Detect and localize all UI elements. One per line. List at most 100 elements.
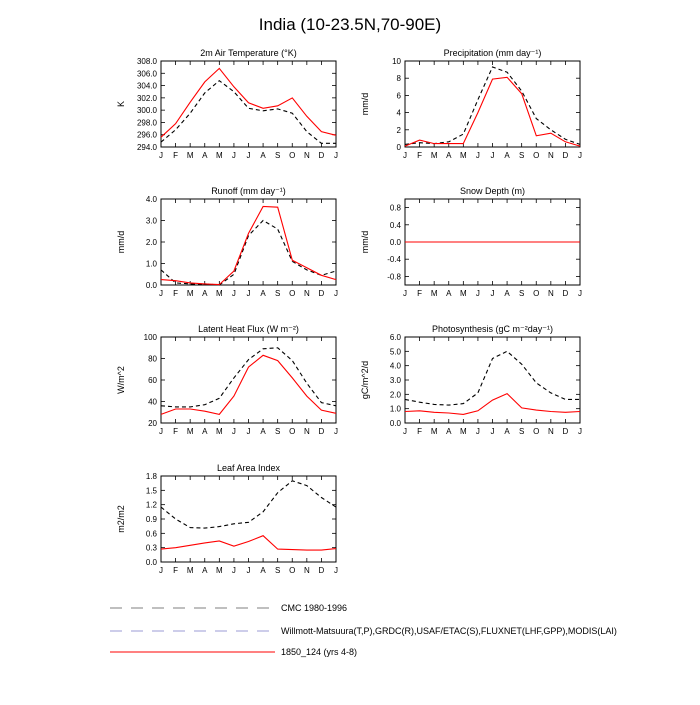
x-tick-label: J [159,289,163,298]
series-line-model [160,205,337,286]
legend: CMC 1980-1996 Willmott-Matsuura(T,P),GRDC… [110,603,617,657]
panel-5: Latent Heat Flux (W m⁻²) W/m^2 20 40 60 80 100… [116,324,338,436]
x-tick-label: J [159,427,163,436]
y-tick-label: 20 [148,419,157,428]
y-tick-label: 306.0 [137,69,158,78]
x-tick-label: J [476,427,480,436]
x-tick-label: J [334,566,338,575]
x-tick-label: A [202,427,208,436]
x-tick-label: M [216,566,223,575]
x-tick-label: M [460,151,467,160]
y-tick-label: 0 [397,143,402,152]
x-tick-label: S [275,289,280,298]
y-tick-label: 1.8 [146,472,158,481]
panel-title: Runoff (mm day⁻¹) [211,186,286,196]
y-tick-label: 0.0 [146,558,158,567]
x-tick-label: J [232,566,236,575]
x-tick-label: M [460,427,467,436]
y-tick-label: 4.0 [146,195,158,204]
x-tick-label: S [519,151,524,160]
y-tick-label: 0.0 [390,238,402,247]
y-tick-label: -0.8 [387,272,401,281]
x-tick-label: A [202,289,208,298]
y-tick-label: 1.0 [390,405,402,414]
y-tick-label: 0.6 [146,529,158,538]
x-tick-label: S [275,151,280,160]
x-tick-label: A [504,151,510,160]
x-tick-label: J [247,427,251,436]
panel-6: Photosynthesis (gC m⁻²day⁻¹) gC/m^2/d 0.0 1… [360,324,582,436]
y-tick-label: 0.8 [390,204,402,213]
y-tick-label: 10 [392,57,401,66]
x-tick-label: N [304,289,310,298]
x-tick-label: D [319,289,325,298]
series-line-model [160,354,337,416]
y-tick-label: 1.0 [146,260,158,269]
x-tick-label: M [460,289,467,298]
x-tick-label: M [187,427,194,436]
x-tick-label: J [232,427,236,436]
x-tick-label: D [319,566,325,575]
x-tick-label: J [247,566,251,575]
x-tick-label: J [247,289,251,298]
series-line-model [404,392,581,415]
panel-title: Leaf Area Index [217,463,281,473]
y-tick-label: 0.0 [390,419,402,428]
series-line-obs [160,480,337,529]
x-tick-label: N [304,151,310,160]
y-tick-label: 100 [144,333,158,342]
x-tick-label: A [504,427,510,436]
y-tick-label: 6 [397,91,402,100]
x-tick-label: D [563,289,569,298]
x-tick-label: M [216,151,223,160]
x-tick-label: F [417,427,422,436]
x-tick-label: O [289,427,295,436]
x-tick-label: A [504,289,510,298]
x-tick-label: J [403,427,407,436]
series-line-obs [160,219,337,286]
x-tick-label: J [334,289,338,298]
series-line-model [404,76,581,147]
plot-frame [404,336,581,424]
y-tick-label: 2.0 [146,238,158,247]
x-tick-label: J [578,151,582,160]
y-tick-label: 296.0 [137,131,158,140]
x-tick-label: A [202,566,208,575]
y-tick-label: 298.0 [137,118,158,127]
x-tick-label: J [232,289,236,298]
x-tick-label: F [417,289,422,298]
y-tick-label: 3.0 [146,217,158,226]
series-line-model [160,535,337,551]
panel-1: 2m Air Temperature (°K) K 294.0 296.0 298.0 3… [116,48,338,160]
x-tick-label: A [446,427,452,436]
x-tick-label: A [260,566,266,575]
x-tick-label: J [476,289,480,298]
x-tick-label: A [260,151,266,160]
x-tick-label: M [431,151,438,160]
x-tick-label: M [187,566,194,575]
x-tick-label: F [173,566,178,575]
x-tick-label: D [319,427,325,436]
legend-label-model: 1850_124 (yrs 4-8) [281,647,357,657]
x-tick-label: O [533,427,539,436]
x-tick-label: D [563,151,569,160]
x-tick-label: A [260,289,266,298]
x-tick-label: J [578,427,582,436]
x-tick-label: F [173,427,178,436]
x-tick-label: J [403,151,407,160]
y-axis-label: mm/d [116,231,126,254]
y-tick-label: 2.0 [390,390,402,399]
y-tick-label: 4.0 [390,362,402,371]
x-tick-label: A [446,151,452,160]
x-tick-label: N [304,566,310,575]
series-line-model [160,67,337,138]
x-tick-label: O [289,151,295,160]
y-tick-label: 3.0 [390,376,402,385]
series-line-obs [160,79,336,144]
x-tick-label: M [216,289,223,298]
x-tick-label: J [159,151,163,160]
plot-frame [404,60,581,148]
x-tick-label: N [548,427,554,436]
